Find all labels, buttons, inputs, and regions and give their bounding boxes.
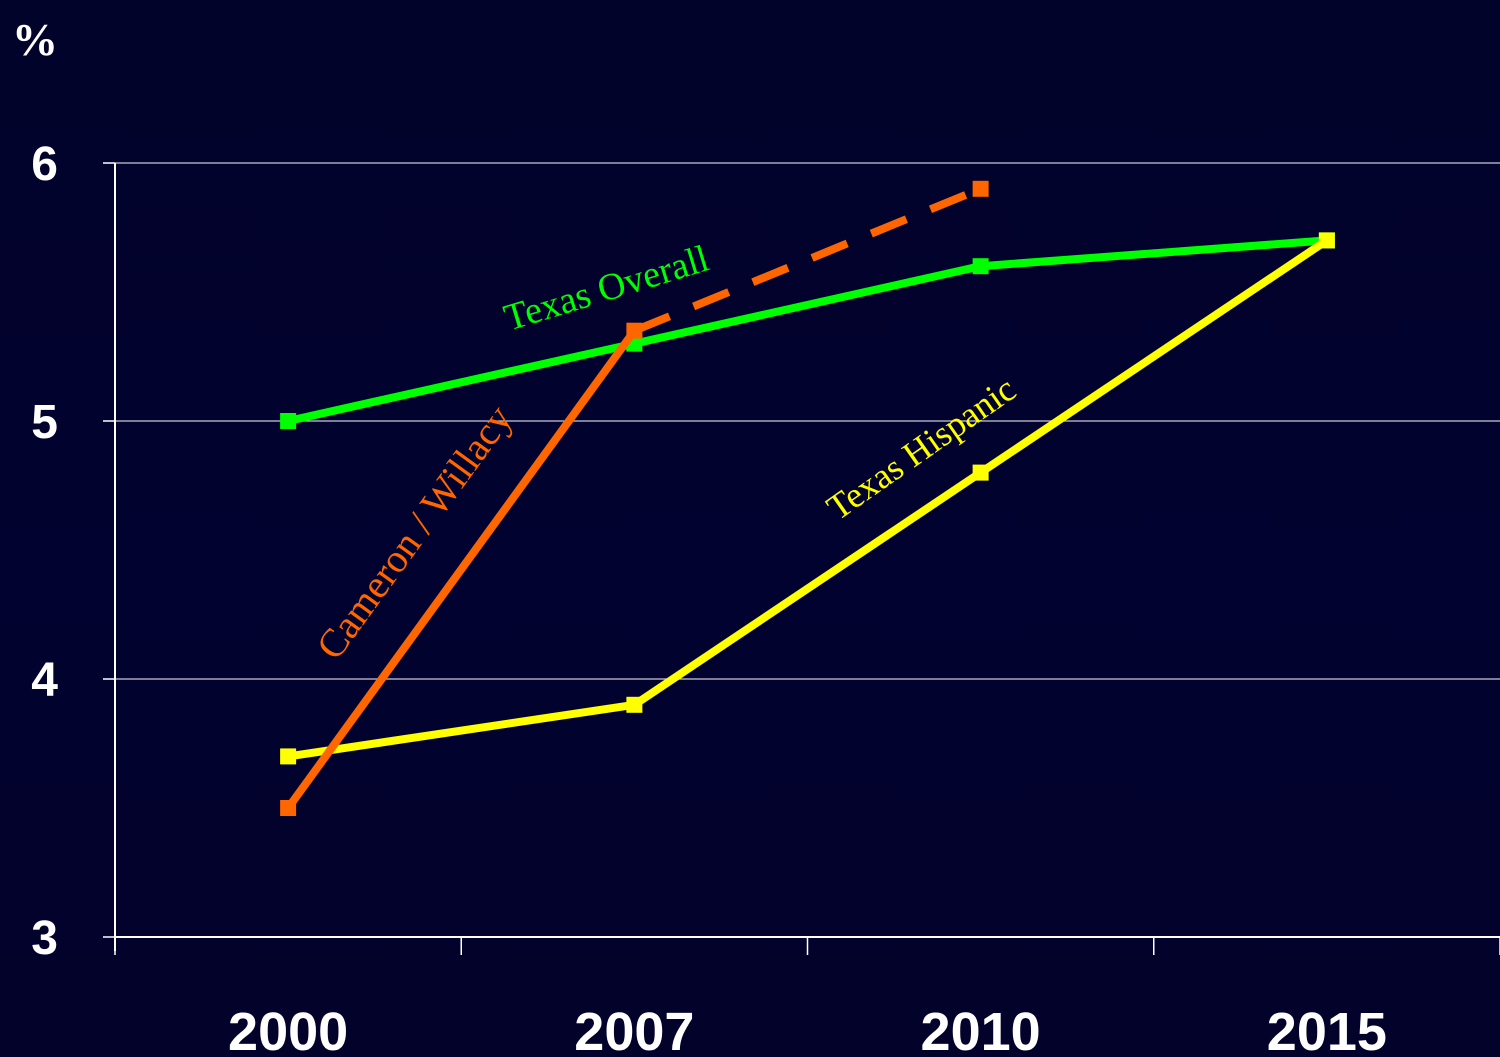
- series-line-texas-hispanic: [287, 237, 1330, 761]
- series-label-texas-overall: Texas Overall: [499, 238, 714, 340]
- data-point-cameron-willacy-2007: [626, 322, 643, 339]
- series-label-texas-hispanic: Texas Hispanic: [819, 369, 1023, 528]
- y-tick-label-6: 6: [31, 138, 58, 191]
- x-tick-label-2015: 2015: [1267, 1002, 1387, 1057]
- x-tick-label-2010: 2010: [921, 1002, 1041, 1057]
- y-axis-label: %: [12, 14, 58, 65]
- y-tick-label-5: 5: [31, 396, 58, 449]
- data-point-cameron-willacy-2000: [280, 800, 297, 816]
- x-tick-label-2007: 2007: [574, 1002, 694, 1057]
- x-tick-label-2000: 2000: [228, 1002, 348, 1057]
- y-tick-label-4: 4: [31, 654, 58, 707]
- series-line-cameron-willacy: [284, 328, 638, 811]
- data-point-texas-hispanic-2010: [972, 464, 989, 481]
- data-point-texas-overall-2000: [280, 413, 297, 429]
- labels: 3 4 5 6 2000 2007 2010 2015% Texas Overall Texas …: [12, 14, 1387, 1057]
- grid-lines: [115, 162, 1500, 680]
- series-line-texas-overall: [287, 236, 1328, 425]
- data-point-texas-hispanic-2000: [280, 748, 297, 765]
- data-point-cameron-willacy-2010: [972, 180, 989, 197]
- y-tick-label-3: 3: [31, 912, 58, 965]
- series-lines: [280, 180, 1335, 816]
- data-point-texas-overall-2010: [972, 258, 989, 275]
- axes: [103, 162, 1500, 955]
- data-point-texas-hispanic-2007: [626, 696, 643, 713]
- data-point-texas-hispanic-2015: [1318, 232, 1335, 249]
